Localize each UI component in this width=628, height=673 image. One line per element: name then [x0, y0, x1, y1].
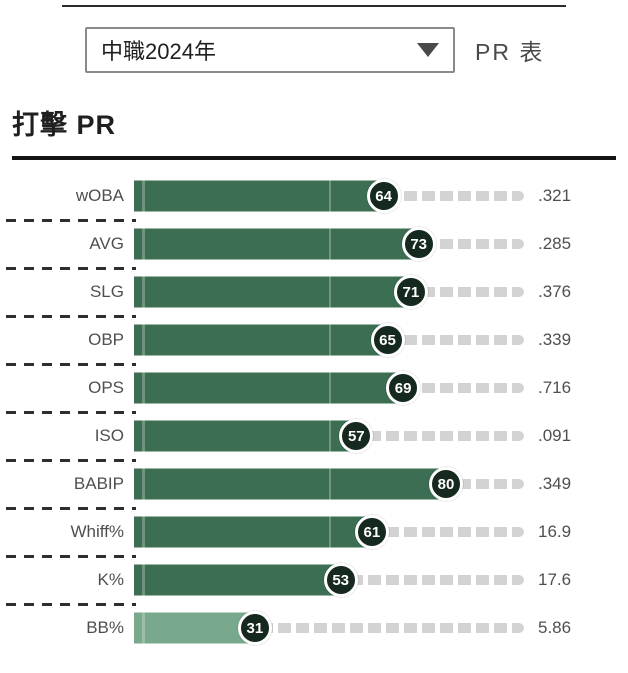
section-title: 打擊 PR [12, 110, 117, 140]
stat-label: ISO [94, 426, 124, 445]
page-label: PR 表 [475, 39, 545, 65]
pr-badge: 64 [366, 179, 401, 213]
pr-badge: 57 [339, 419, 374, 453]
bar-area: 69 [134, 364, 524, 412]
stat-label: BABIP [73, 474, 124, 493]
stat-value: .321 [538, 186, 572, 205]
stat-label: OBP [88, 330, 124, 349]
bar-track [134, 623, 524, 633]
chevron-down-icon [417, 43, 439, 57]
pr-number: 73 [410, 235, 428, 253]
stat-row: SLG 71 .376 [6, 267, 616, 316]
row-separator [6, 219, 136, 222]
bar-fill [134, 180, 384, 212]
pr-number: 61 [363, 523, 381, 541]
bar-fill [134, 228, 419, 260]
stat-row: K% 53 17.6 [6, 555, 616, 604]
pr-badge: 73 [401, 227, 436, 261]
stat-value: 16.9 [538, 522, 572, 541]
pr-number: 71 [402, 283, 420, 301]
stat-value: .716 [538, 378, 572, 397]
row-separator [6, 603, 136, 606]
pr-badge: 61 [354, 515, 389, 549]
pr-badge: 71 [393, 275, 428, 309]
midline-gridline [329, 180, 331, 212]
pr-badge: 31 [237, 611, 272, 645]
season-dropdown[interactable]: 中職2024年 [85, 27, 455, 73]
bar-fill [134, 564, 341, 596]
stat-value: .349 [538, 474, 572, 493]
stat-row: wOBA 64 .321 [12, 172, 616, 220]
stat-row: BABIP 80 .349 [6, 459, 616, 508]
pr-number: 64 [375, 187, 392, 205]
stat-label: wOBA [75, 186, 124, 205]
bar-area: 71 [134, 268, 524, 316]
midline-gridline [329, 372, 331, 404]
header: 中職2024年 PR 表 [85, 27, 628, 73]
pr-badge: 53 [323, 563, 358, 597]
pr-rows: wOBA 64 .321 AVG 73 .285 SLG 71 .376 OBP 65 .339 OPS… [6, 172, 616, 652]
stat-value: .339 [538, 330, 572, 349]
stat-label: OPS [88, 378, 124, 397]
pr-badge: 69 [386, 371, 421, 405]
pr-number: 57 [347, 427, 365, 445]
stat-label: BB% [86, 618, 124, 637]
pr-number: 69 [394, 379, 412, 397]
stat-label: Whiff% [70, 522, 124, 541]
bar-area: 57 [134, 412, 524, 460]
bar-area: 64 [134, 172, 524, 220]
bar-fill [134, 468, 446, 500]
bar-area: 65 [134, 316, 524, 364]
bar-fill [134, 372, 404, 404]
midline-gridline [329, 228, 331, 260]
stat-label: AVG [89, 234, 124, 253]
stat-row: OPS 69 .716 [6, 363, 616, 412]
bar-area: 31 [134, 604, 524, 652]
pr-badge: 65 [370, 323, 405, 357]
stat-value: .285 [538, 234, 572, 253]
row-separator [6, 315, 136, 318]
stat-row: OBP 65 .339 [6, 315, 616, 364]
midline-gridline [329, 420, 331, 452]
stat-row: Whiff% 61 16.9 [6, 507, 616, 556]
stat-row: BB% 31 5.86 [6, 603, 616, 652]
pr-badge: 80 [429, 467, 463, 501]
row-separator [6, 459, 136, 462]
midline-gridline [329, 516, 331, 548]
bar-fill [134, 276, 411, 308]
stat-label: SLG [89, 282, 124, 301]
midline-gridline [329, 468, 331, 500]
row-separator [6, 507, 136, 510]
bar-fill [134, 612, 255, 644]
midline-gridline [329, 324, 331, 356]
pr-number: 31 [246, 619, 264, 637]
bar-area: 53 [134, 556, 524, 604]
stat-row: AVG 73 .285 [6, 219, 616, 268]
stat-label: K% [97, 570, 124, 589]
bar-fill [134, 420, 357, 452]
pr-number: 65 [379, 331, 396, 349]
bar-fill [134, 324, 388, 356]
stat-value: .376 [538, 282, 572, 301]
row-separator [6, 267, 136, 270]
bar-area: 80 [134, 460, 524, 508]
stat-value: 17.6 [538, 570, 572, 589]
bar-fill [134, 516, 372, 548]
stat-row: ISO 57 .091 [6, 411, 616, 460]
top-divider [62, 5, 566, 7]
section-divider [12, 156, 616, 160]
season-dropdown-value: 中職2024年 [101, 39, 216, 64]
row-separator [6, 411, 136, 414]
midline-gridline [329, 276, 331, 308]
pr-number: 53 [332, 571, 350, 589]
row-separator [6, 363, 136, 366]
bar-area: 73 [134, 220, 524, 268]
row-separator [6, 555, 136, 558]
stat-value: 5.86 [538, 618, 572, 637]
pr-number: 80 [437, 475, 455, 493]
bar-area: 61 [134, 508, 524, 556]
stat-value: .091 [538, 426, 572, 445]
